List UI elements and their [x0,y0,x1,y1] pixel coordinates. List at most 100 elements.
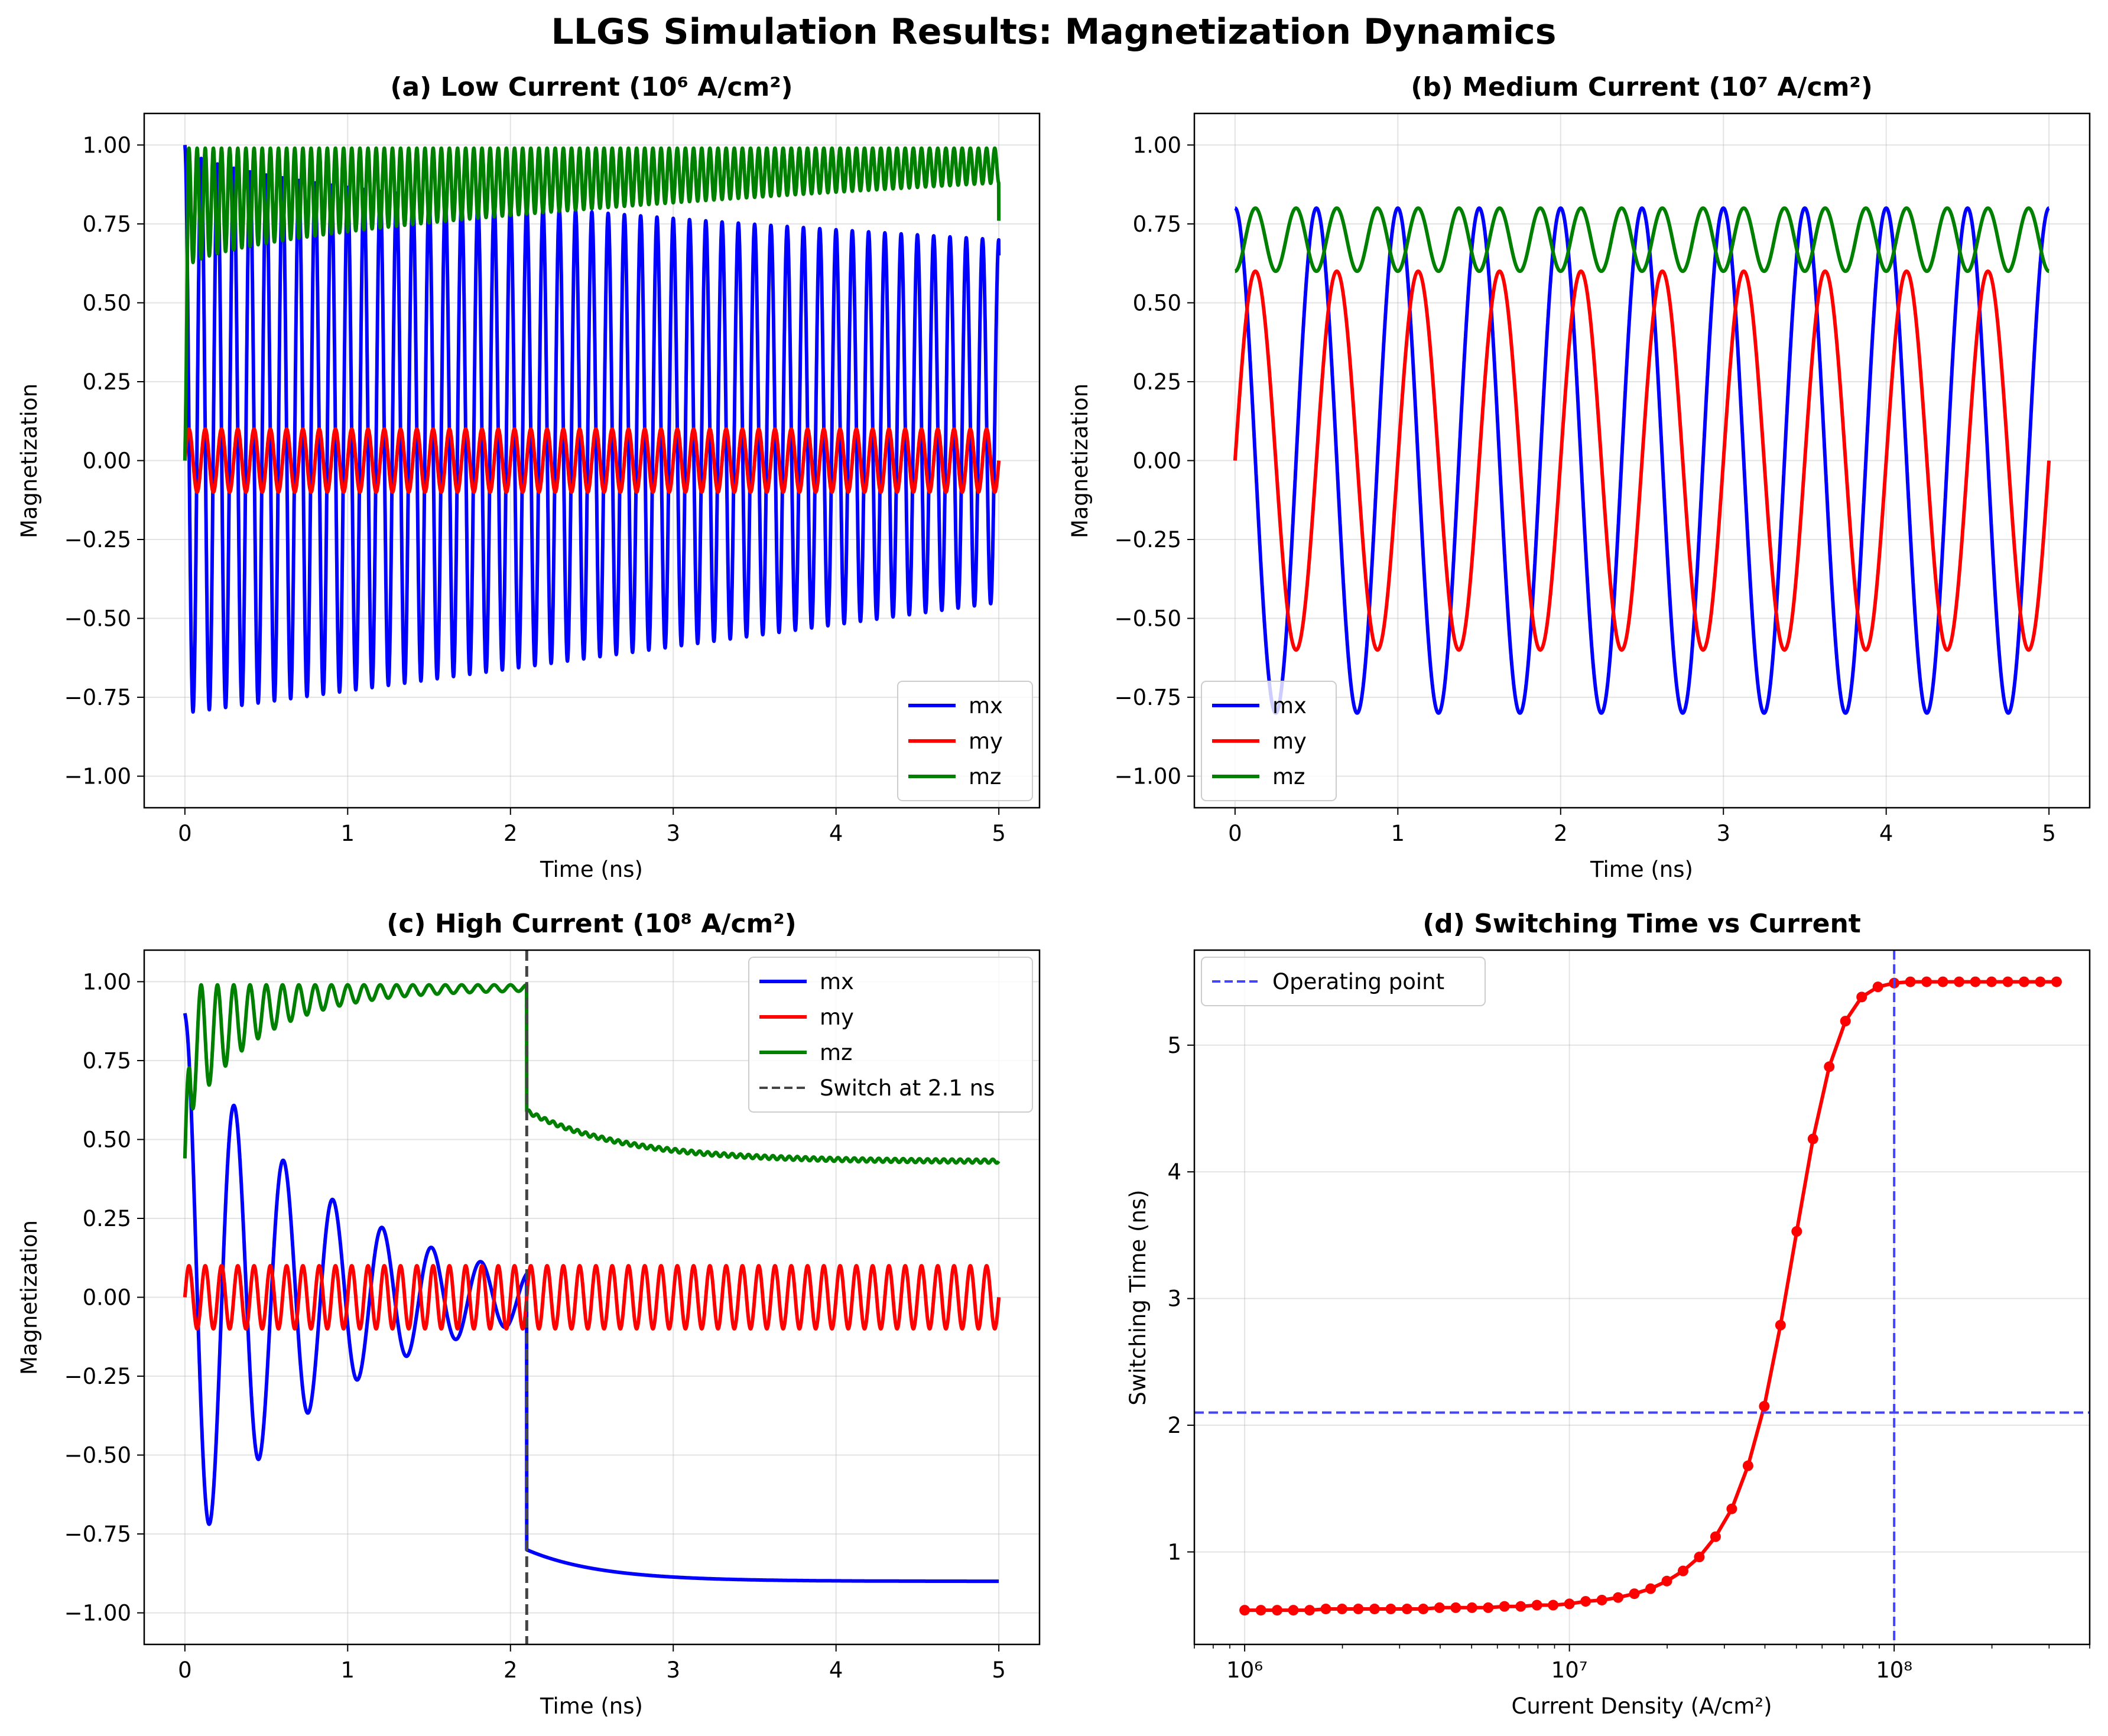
panel-c-ytick-label-6: −0.50 [64,1443,131,1468]
panel-d-point-36 [1824,1061,1835,1072]
panel-b-ytick-label-8: −1.00 [1115,764,1181,789]
panel-d-point-10 [1401,1603,1412,1614]
panel-d-point-12 [1434,1602,1445,1613]
panel-b-ytick-label-3: 0.25 [1133,369,1181,395]
panel-a-legend-label-2: mz [969,764,1001,789]
panel-d-point-48 [2018,976,2029,987]
panel-c-ticks: 0 1 2 3 4 5 1.00 0.75 0.50 0.25 0.00 −0.25 −0.50 −0.7… [64,969,1006,1683]
panel-a-legend: mx my mz [897,681,1033,801]
panel-a-ticks: 0 1 2 3 4 5 1.00 0.75 0.50 0.25 0.00 −0.25 −0.50 −0.7… [64,132,1006,846]
panel-d-ticks: 10⁶ 10⁷ 10⁸ 1 2 3 4 5 [1167,1033,2090,1683]
panel-d-point-30 [1726,1503,1737,1514]
panel-d-point-25 [1645,1583,1656,1594]
panel-d-point-17 [1515,1601,1526,1612]
panel-c-ytick-label-2: 0.50 [83,1127,131,1152]
panel-b-legend-label-2: mz [1272,764,1305,789]
panel-d-legend: Operating point [1201,957,1486,1006]
panel-b-xtick-label-4: 4 [1879,821,1893,846]
panel-b-ytick-label-7: −0.75 [1115,685,1181,710]
panel-d-point-43 [1937,976,1948,987]
panel-d-point-27 [1677,1565,1688,1576]
panel-a-ylabel: Magnetization [17,383,42,538]
panel-b-xlabel: Time (ns) [1590,857,1693,882]
figure-title: LLGS Simulation Results: Magnetization D… [551,11,1557,53]
panel-b-ytick-label-6: −0.50 [1115,606,1181,632]
panel-d-point-5 [1320,1603,1331,1614]
panel-b: (b) Medium Current (10⁷ A/cm²) Time (ns)… [1067,72,2091,882]
panel-b-ylabel: Magnetization [1067,383,1093,538]
panel-c-series-mz [183,983,1001,1165]
panel-d-series-line [1245,980,2057,1613]
panel-d-ytick-label-2: 3 [1167,1286,1181,1312]
panel-b-title: (b) Medium Current (10⁷ A/cm²) [1411,72,1873,102]
panel-d-point-26 [1661,1575,1672,1587]
panel-c-ytick-label-1: 0.75 [83,1048,131,1074]
panel-d-point-45 [1970,976,1981,987]
panel-c-ytick-label-3: 0.25 [83,1206,131,1231]
panel-d-point-34 [1791,1226,1802,1237]
panel-b-frame [1193,112,2091,809]
panel-c-ylabel: Magnetization [17,1220,42,1375]
panel-d: (d) Switching Time vs Current Current De… [1125,909,2091,1719]
panel-d-point-22 [1596,1594,1607,1605]
panel-c-legend-label-1: my [820,1004,854,1030]
panel-a-legend-label-0: mx [969,693,1003,719]
panel-a-xtick-label-0: 0 [178,821,192,846]
panel-d-point-37 [1840,1016,1851,1027]
panel-b-legend-box [1201,681,1337,801]
panel-c-ytick-label-7: −0.75 [64,1522,131,1547]
panel-b-ytick-label-2: 0.50 [1133,290,1181,316]
panel-d-title: (d) Switching Time vs Current [1422,909,1861,939]
panel-d-point-3 [1288,1605,1299,1616]
panel-c-ytick-label-4: 0.00 [83,1285,131,1311]
panel-c-series-mx [183,1012,1001,1584]
panel-a-legend-label-1: my [969,729,1003,754]
panel-d-legend-box [1201,957,1486,1006]
panel-a-title: (a) Low Current (10⁶ A/cm²) [390,72,792,102]
panel-b-legend-label-1: my [1272,729,1307,754]
panel-d-point-14 [1466,1602,1477,1613]
panel-a-series-mz [183,146,1001,461]
panel-d-point-28 [1694,1552,1705,1563]
panel-c-ytick-label-0: 1.00 [83,969,131,994]
panel-d-ylabel: Switching Time (ns) [1125,1189,1151,1405]
panel-a-ytick-label-4: 0.00 [83,448,131,474]
panel-d-ytick-label-1: 2 [1167,1413,1181,1438]
panel-b-series [1233,206,2051,715]
panel-a-ytick-label-8: −1.00 [64,764,131,789]
panel-a-ytick-label-3: 0.25 [83,369,131,395]
panel-d-point-19 [1548,1600,1559,1611]
panel-d-point-9 [1385,1603,1396,1614]
panel-d-point-15 [1483,1602,1494,1613]
panel-a-xtick-label-2: 2 [504,821,518,846]
panel-d-point-39 [1872,981,1883,993]
panel-b-legend: mx my mz [1201,681,1337,801]
panel-d-point-0 [1239,1605,1250,1616]
panel-a-series-my [183,427,1001,494]
panel-c-legend-box [748,957,1033,1113]
panel-c-legend-label-0: mx [820,969,854,994]
panel-a-ytick-label-1: 0.75 [83,212,131,237]
panel-b-ytick-label-0: 1.00 [1133,132,1181,158]
panel-b-ytick-label-1: 0.75 [1133,212,1181,237]
panel-a-ytick-label-2: 0.50 [83,290,131,316]
panel-d-point-44 [1954,976,1965,987]
panel-a-xtick-label-5: 5 [992,821,1006,846]
panel-c-xtick-label-5: 5 [992,1657,1006,1683]
panel-d-ytick-label-4: 5 [1167,1033,1181,1058]
panel-a: (a) Low Current (10⁶ A/cm²) Time (ns) Ma… [17,72,1041,882]
panel-d-ytick-label-3: 4 [1167,1159,1181,1185]
panel-d-xtick-label-2: 10⁸ [1876,1657,1912,1683]
panel-d-point-2 [1272,1605,1283,1616]
panel-d-point-35 [1807,1133,1818,1145]
panel-c-ytick-label-8: −1.00 [64,1601,131,1626]
panel-d-point-41 [1905,976,1916,987]
panel-d-point-38 [1856,991,1867,1003]
panel-d-point-20 [1564,1598,1575,1610]
panel-c-title: (c) High Current (10⁸ A/cm²) [386,909,797,939]
panel-b-series-mz [1233,206,2051,273]
panel-a-legend-box [897,681,1033,801]
panel-c-xtick-label-3: 3 [666,1657,680,1683]
panel-b-ytick-label-5: −0.25 [1115,527,1181,552]
